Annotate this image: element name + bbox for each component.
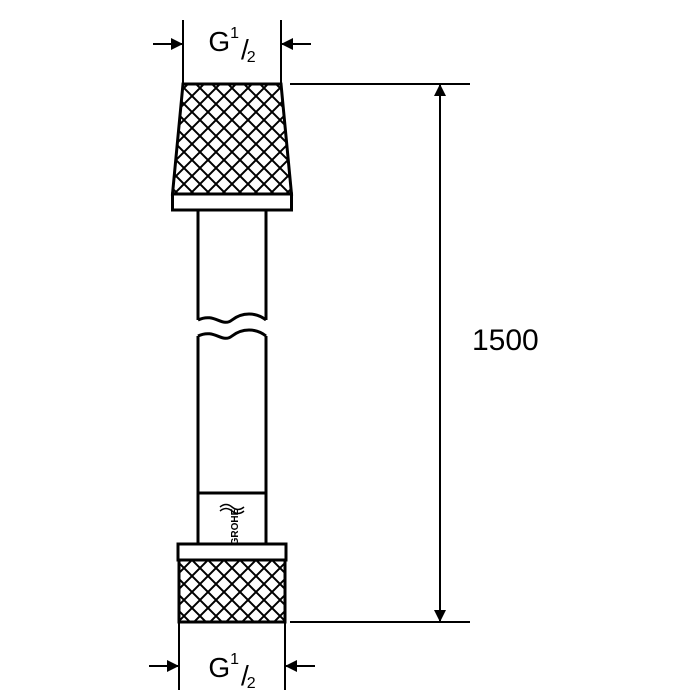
length-dimension: 1500 [472, 324, 539, 357]
bottom-connector [179, 560, 285, 622]
bottom-ring [178, 544, 286, 560]
top-thread-dimension: G1/2 [208, 25, 255, 66]
bottom-thread-dimension: G1/2 [208, 651, 255, 692]
top-connector [173, 84, 292, 194]
top-ring [173, 194, 292, 210]
brand-text: GROHE [230, 508, 241, 545]
